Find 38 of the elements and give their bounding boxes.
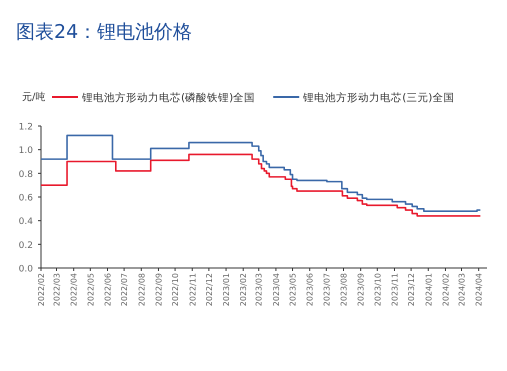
chart-title: 图表24：锂电池价格	[16, 21, 192, 43]
legend-label: 锂电池方形动力电芯(三元)全国	[302, 91, 454, 104]
y-tick-label: 0.0	[18, 264, 34, 274]
x-tick-label: 2024/04	[474, 273, 484, 306]
x-tick-label: 2024/01	[424, 273, 434, 306]
x-tick-label: 2022/06	[103, 273, 112, 306]
x-tick-label: 2022/03	[52, 273, 62, 306]
y-tick-label: 1.0	[18, 146, 34, 156]
x-tick-label: 2023/11	[390, 273, 400, 306]
x-tick-label: 2023/01	[222, 273, 232, 306]
y-tick-label: 0.4	[18, 217, 34, 228]
x-tick-label: 2023/05	[288, 273, 298, 306]
y-axis-title: 元/吨	[22, 91, 46, 103]
x-tick-label: 2023/02	[239, 273, 248, 306]
x-tick-label: 2023/08	[340, 273, 349, 306]
x-tick-label: 2022/08	[137, 273, 146, 306]
y-tick-label: 0.2	[18, 240, 33, 251]
x-tick-label: 2022/12	[204, 273, 214, 306]
x-tick-label: 2023/03	[254, 273, 264, 306]
y-tick-label: 0.8	[18, 170, 34, 180]
x-tick-label: 2023/06	[306, 273, 315, 306]
x-tick-label: 2022/07	[120, 273, 130, 306]
x-tick-label: 2022/11	[188, 273, 198, 306]
x-tick-label: 2022/05	[86, 273, 96, 306]
x-tick-label: 2022/10	[171, 273, 180, 306]
x-tick-label: 2024/03	[458, 273, 467, 306]
x-tick-label: 2023/10	[373, 273, 382, 306]
x-tick-label: 2022/04	[70, 273, 79, 306]
x-tick-label: 2022/02	[37, 273, 46, 306]
x-tick-label: 2023/12	[407, 273, 416, 306]
legend-label: 锂电池方形动力电芯(磷酸铁锂)全国	[81, 91, 256, 104]
x-tick-label: 2023/09	[356, 273, 366, 306]
x-tick-label: 2023/04	[272, 273, 281, 306]
x-tick-label: 2022/09	[154, 273, 164, 306]
y-tick-label: 1.2	[18, 122, 33, 132]
x-tick-label: 2023/07	[322, 273, 332, 306]
x-tick-label: 2024/02	[441, 273, 450, 306]
y-tick-label: 0.6	[18, 194, 34, 204]
